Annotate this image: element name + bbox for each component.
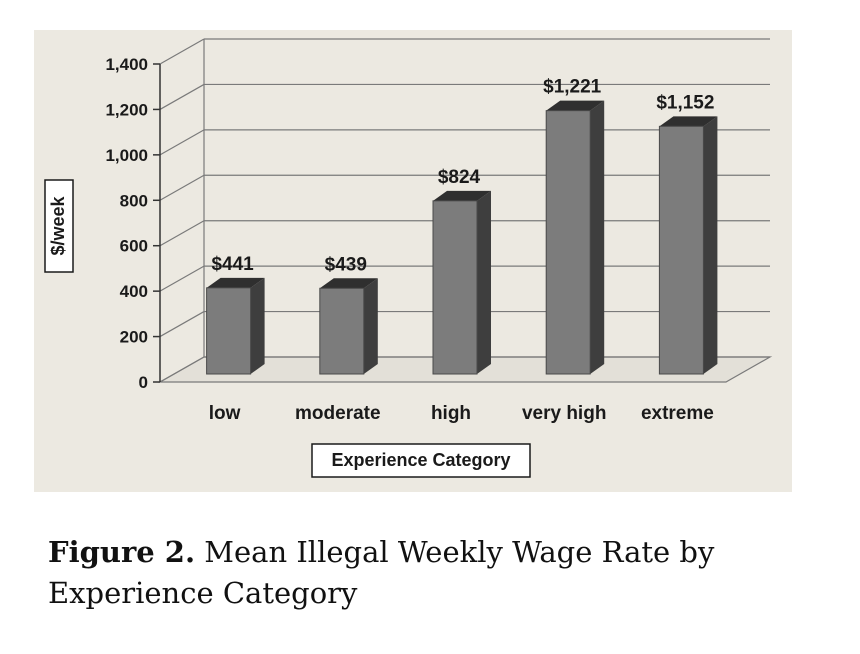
y-tick-label: 1,400 <box>105 55 148 74</box>
bar-front <box>432 200 478 375</box>
bar-side <box>250 277 265 374</box>
data-label: $441 <box>211 254 254 275</box>
y-tick-label: 200 <box>120 328 148 347</box>
data-label: $439 <box>325 254 367 275</box>
y-tick-label: 1,000 <box>105 146 148 165</box>
y-axis-title-text: $/week <box>48 195 68 255</box>
y-tick-label: 1,200 <box>105 100 148 119</box>
bar-top <box>546 100 605 111</box>
y-tick-label: 800 <box>120 191 148 210</box>
y-axis-title: $/week <box>44 179 74 273</box>
category-label: low <box>209 403 241 424</box>
bar-side <box>703 116 718 375</box>
category-label: moderate <box>295 403 381 424</box>
data-labels: $441 $439 $824 $1,221 $1,152 <box>211 77 714 276</box>
gridline-side <box>159 265 205 292</box>
data-label: $824 <box>438 167 481 188</box>
y-tick-label: 600 <box>120 237 148 256</box>
bar <box>319 278 378 375</box>
figure-caption: Figure 2. Mean Illegal Weekly Wage Rate … <box>48 532 828 614</box>
bar <box>545 100 605 375</box>
gridline-side <box>159 38 205 65</box>
bar-front <box>658 125 704 375</box>
bar-side <box>477 190 491 374</box>
y-axis-title-box <box>44 179 74 273</box>
gridline-side <box>159 174 205 201</box>
caption-text: Mean Illegal Weekly Wage Rate by Experie… <box>48 535 715 610</box>
bar <box>432 190 491 375</box>
y-axis: 0 200 400 600 800 1,000 1,200 1,400 <box>105 55 161 392</box>
bar-top <box>206 277 265 288</box>
bar-top <box>433 190 491 201</box>
gridline-side <box>159 356 205 383</box>
gridline-side <box>159 129 205 156</box>
bar-top <box>319 278 378 289</box>
bars <box>206 100 718 375</box>
category-label: extreme <box>641 403 714 424</box>
x-axis-categories: low moderate high very high extreme <box>209 403 714 424</box>
y-tick-label: 0 <box>139 373 148 392</box>
data-label: $1,221 <box>543 77 602 98</box>
x-axis-title: Experience Category <box>311 443 531 478</box>
gridline-side <box>159 311 205 338</box>
category-label: very high <box>522 403 606 424</box>
chart: 0 200 400 600 800 1,000 1,200 1,400 $441 $439 $82… <box>34 30 792 492</box>
bar-side <box>590 100 605 374</box>
bar-front <box>545 110 591 375</box>
data-label: $1,152 <box>656 92 714 113</box>
bar <box>658 116 718 375</box>
gridline-side <box>159 83 205 110</box>
category-label: high <box>431 403 471 424</box>
x-axis-title-text: Experience Category <box>331 450 510 470</box>
y-tick-label: 400 <box>120 282 148 301</box>
bar-front <box>206 287 252 375</box>
bar-side <box>363 278 378 374</box>
gridline-side <box>159 220 205 247</box>
bar-top <box>659 116 718 127</box>
x-axis-title-box <box>311 443 531 478</box>
bar-front <box>319 287 365 375</box>
caption-label: Figure 2. <box>48 535 196 569</box>
bar <box>206 277 265 375</box>
